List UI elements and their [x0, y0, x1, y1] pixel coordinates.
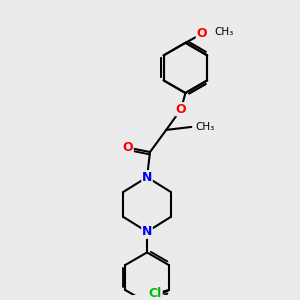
- Text: O: O: [176, 103, 186, 116]
- Text: N: N: [142, 171, 152, 184]
- Text: CH₃: CH₃: [214, 28, 233, 38]
- Text: O: O: [122, 141, 133, 154]
- Text: Cl: Cl: [149, 286, 162, 299]
- Text: N: N: [142, 225, 152, 238]
- Text: CH₃: CH₃: [196, 122, 215, 132]
- Text: O: O: [196, 28, 207, 40]
